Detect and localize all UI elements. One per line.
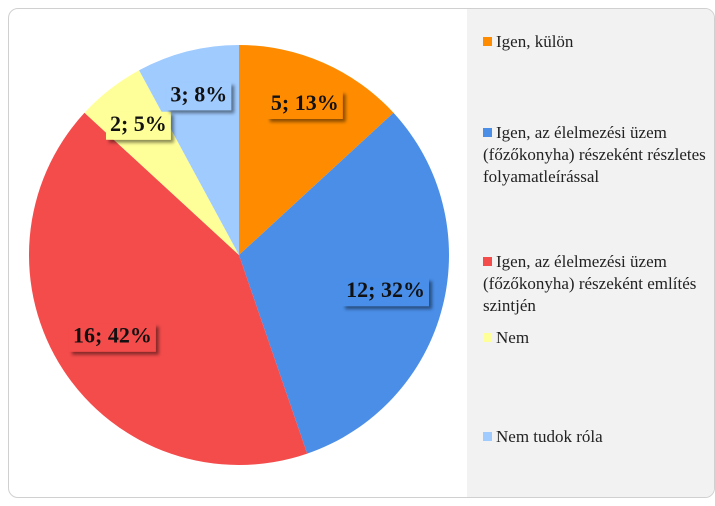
legend-entry: Igen, az élelmezési üzem (főzőkonyha) ré…	[483, 122, 714, 188]
legend-entry: Igen, az élelmezési üzem (főzőkonyha) ré…	[483, 251, 714, 317]
data-label-text: 3; 8%	[170, 81, 227, 106]
data-label: 3; 8%	[166, 81, 232, 111]
legend: Igen, külön Igen, az élelmezési üzem (főz…	[467, 9, 714, 497]
data-label-box	[342, 278, 429, 307]
data-label: 2; 5%	[105, 111, 171, 140]
data-label-box	[69, 323, 156, 352]
data-label-text: 2; 5%	[110, 111, 167, 136]
legend-swatch	[483, 257, 492, 266]
data-label-text: 16; 42%	[73, 323, 152, 348]
legend-swatch	[483, 128, 492, 137]
data-label-box	[266, 90, 343, 119]
legend-label: Igen, külön	[496, 32, 574, 51]
legend-swatch	[483, 37, 492, 46]
data-label-box	[105, 111, 171, 140]
data-label: 16; 42%	[69, 323, 156, 352]
pie-slice	[28, 112, 308, 465]
legend-label: Nem tudok róla	[496, 427, 603, 446]
data-label-text: 5; 13%	[271, 90, 339, 115]
legend-entry: Nem tudok róla	[483, 426, 714, 448]
data-label-box	[166, 82, 232, 111]
legend-label: Igen, az élelmezési üzem (főzőkonyha) ré…	[483, 123, 706, 186]
legend-label: Nem	[496, 328, 530, 347]
chart-frame: 5; 13% 12; 32% 16; 42% 2; 5% 3; 8% Igen, kül…	[8, 8, 715, 498]
legend-entry: Nem	[483, 327, 714, 349]
data-label: 12; 32%	[342, 277, 429, 307]
legend-swatch	[483, 333, 492, 342]
legend-entry: Igen, külön	[483, 31, 714, 53]
data-label-text: 12; 32%	[346, 277, 425, 302]
legend-swatch	[483, 432, 492, 441]
legend-label: Igen, az élelmezési üzem (főzőkonyha) ré…	[483, 252, 697, 315]
data-label: 5; 13%	[266, 90, 343, 119]
pie-area: 5; 13% 12; 32% 16; 42% 2; 5%3; 8%	[28, 45, 450, 465]
